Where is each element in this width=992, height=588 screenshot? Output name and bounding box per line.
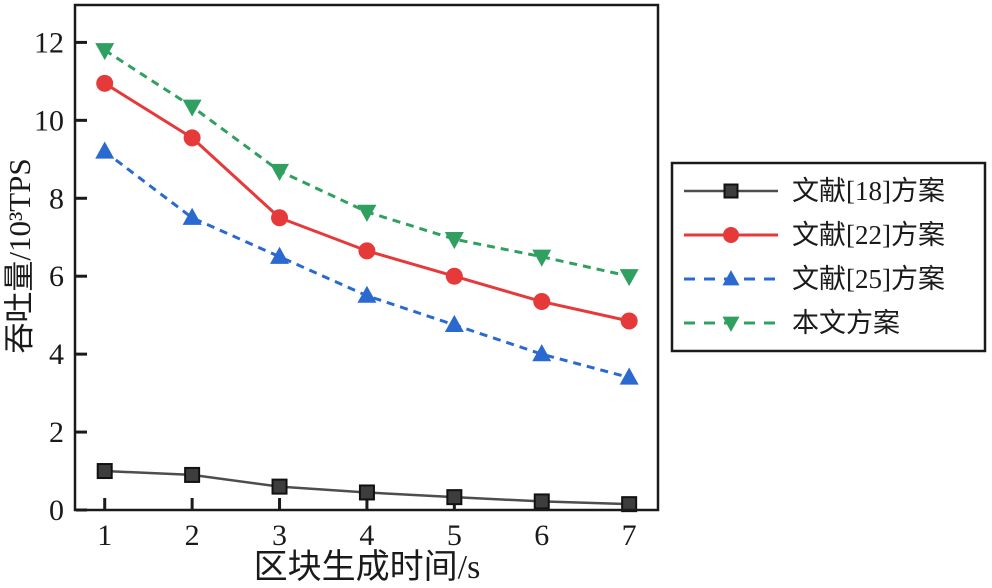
- legend-marker-1: [723, 227, 739, 243]
- series-line-2: [103, 150, 630, 379]
- series-1-marker-3: [358, 242, 376, 260]
- legend-label-3: 本文方案: [792, 308, 900, 338]
- x-tick-label-5: 5: [447, 519, 462, 552]
- series-0-marker-1: [184, 466, 201, 483]
- series-0-marker-5: [533, 493, 550, 510]
- series-1-marker-4: [445, 267, 463, 285]
- series-1-marker-0: [96, 74, 114, 92]
- y-tick-label-10: 10: [34, 104, 64, 137]
- series-2-marker-4: [444, 314, 464, 333]
- series-1-marker-1: [183, 129, 201, 147]
- legend-item-2: 文献[25]方案: [684, 264, 945, 294]
- series-1-marker-2: [271, 209, 289, 227]
- x-tick-label-6: 6: [534, 519, 549, 552]
- series-0-marker-3: [358, 484, 375, 501]
- axis-ticks: [76, 40, 631, 512]
- series-2-marker-1: [182, 207, 202, 225]
- x-tick-label-7: 7: [622, 519, 637, 552]
- x-axis-title: 区块生成时间/s: [254, 548, 481, 586]
- x-tick-label-2: 2: [185, 519, 200, 552]
- y-tick-label-12: 12: [34, 26, 64, 59]
- x-tick-label-4: 4: [359, 519, 374, 552]
- x-tick-label-3: 3: [272, 519, 287, 552]
- y-tick-label-0: 0: [49, 494, 64, 527]
- legend-item-1: 文献[22]方案: [684, 220, 945, 250]
- legend-item-0: 文献[18]方案: [684, 176, 945, 206]
- series-0-marker-2: [271, 478, 288, 495]
- series-1-marker-5: [533, 293, 551, 311]
- plot-frame-rect: [73, 3, 660, 512]
- series-3-marker-4: [444, 232, 464, 250]
- data-series: [95, 43, 639, 513]
- legend-marker-0: [723, 183, 739, 199]
- series-2-marker-6: [619, 367, 639, 385]
- series-2-marker-0: [95, 141, 115, 159]
- series-3-marker-5: [532, 249, 552, 267]
- legend-label-1: 文献[22]方案: [792, 220, 945, 250]
- series-0-marker-4: [446, 489, 463, 506]
- series-3-marker-6: [619, 269, 639, 287]
- x-tick-label-1: 1: [97, 519, 112, 552]
- series-2-marker-3: [357, 285, 377, 303]
- y-tick-label-4: 4: [49, 338, 64, 371]
- legend-marker-2: [722, 270, 740, 286]
- series-3-marker-2: [270, 163, 290, 181]
- series-3-marker-1: [182, 99, 202, 117]
- y-tick-label-2: 2: [49, 416, 64, 449]
- series-0-marker-0: [96, 463, 113, 480]
- series-3-marker-3: [357, 204, 377, 222]
- legend-item-3: 本文方案: [684, 308, 900, 338]
- legend-marker-3: [722, 316, 740, 332]
- y-tick-label-6: 6: [49, 260, 64, 293]
- series-3-marker-0: [95, 43, 115, 61]
- legend-label-0: 文献[18]方案: [792, 176, 945, 206]
- legend-label-2: 文献[25]方案: [792, 264, 945, 294]
- plot-frame: [73, 3, 660, 512]
- series-1-marker-6: [620, 312, 638, 330]
- series-2-marker-2: [270, 246, 290, 264]
- series-line-3: [103, 48, 630, 278]
- series-line-1: [103, 82, 630, 323]
- y-tick-label-8: 8: [49, 182, 64, 215]
- series-2-marker-5: [532, 344, 552, 362]
- y-axis-title: 吞吐量/10³TPS: [2, 158, 37, 353]
